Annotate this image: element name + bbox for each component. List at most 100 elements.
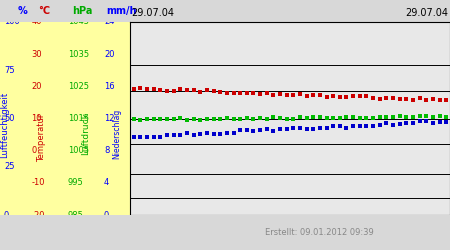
Point (243, 91, 250, 95)
Point (223, 116, 230, 120)
Point (163, 88, 171, 92)
Point (144, 136, 151, 140)
Point (170, 89, 177, 93)
Point (383, 121, 390, 125)
Point (303, 127, 310, 131)
Text: Niederschlag: Niederschlag (112, 109, 122, 159)
Text: 1035: 1035 (68, 50, 89, 59)
Point (376, 97, 383, 101)
Point (303, 116, 310, 119)
Point (203, 117, 211, 121)
Text: %: % (18, 6, 28, 16)
Point (190, 88, 197, 92)
Text: 30: 30 (31, 50, 42, 59)
Point (356, 94, 363, 98)
Point (190, 118, 197, 122)
Point (197, 90, 204, 94)
Point (410, 122, 417, 126)
Point (276, 116, 284, 120)
Point (383, 96, 390, 100)
Text: 0: 0 (4, 210, 9, 220)
Text: 40: 40 (31, 18, 42, 26)
Text: 0: 0 (31, 146, 36, 155)
Text: 50: 50 (4, 114, 14, 123)
Point (429, 97, 436, 101)
Text: 0: 0 (104, 210, 109, 220)
Point (163, 133, 171, 137)
Point (442, 120, 450, 124)
Point (356, 124, 363, 128)
Point (150, 87, 158, 91)
Point (130, 118, 137, 122)
Point (237, 128, 244, 132)
Point (323, 116, 330, 120)
Point (310, 93, 317, 97)
Point (369, 96, 377, 100)
Point (429, 121, 436, 125)
Point (270, 129, 277, 133)
Point (329, 124, 337, 128)
Point (410, 116, 417, 119)
Point (263, 128, 270, 132)
Text: 20: 20 (31, 82, 42, 91)
Text: 25: 25 (4, 162, 14, 171)
Point (350, 94, 357, 98)
Text: 24: 24 (104, 18, 114, 26)
Point (256, 116, 264, 120)
Text: 995: 995 (68, 178, 83, 187)
Point (423, 98, 430, 102)
Point (297, 92, 304, 96)
Point (137, 86, 144, 90)
Point (436, 98, 443, 102)
Point (237, 117, 244, 121)
Point (436, 114, 443, 118)
Point (197, 118, 204, 122)
Point (256, 128, 264, 132)
Point (263, 91, 270, 95)
Point (177, 116, 184, 120)
Text: Temperatur: Temperatur (37, 114, 46, 162)
Point (343, 115, 350, 119)
Point (283, 92, 290, 96)
Point (283, 127, 290, 131)
Point (157, 116, 164, 120)
Point (216, 90, 224, 94)
Point (250, 91, 257, 95)
Point (310, 127, 317, 131)
Point (177, 88, 184, 92)
Point (389, 115, 396, 119)
Point (223, 91, 230, 95)
Point (157, 135, 164, 139)
Point (163, 116, 171, 120)
Point (423, 119, 430, 123)
Text: Erstellt: 09.01.2012 09:39: Erstellt: 09.01.2012 09:39 (265, 228, 374, 237)
Text: °C: °C (38, 6, 50, 16)
Point (343, 126, 350, 130)
Point (130, 87, 137, 91)
Point (270, 92, 277, 96)
Point (336, 95, 343, 99)
Point (210, 89, 217, 93)
Point (210, 117, 217, 121)
Point (297, 126, 304, 130)
Point (436, 120, 443, 124)
Point (356, 116, 363, 120)
Point (150, 117, 158, 121)
Point (303, 94, 310, 98)
Point (442, 114, 450, 118)
Text: 4: 4 (104, 178, 109, 187)
Point (376, 116, 383, 119)
Point (363, 124, 370, 128)
Point (184, 131, 191, 135)
Point (130, 135, 137, 139)
Point (230, 131, 237, 135)
Point (369, 124, 377, 128)
Point (170, 133, 177, 137)
Point (177, 132, 184, 136)
Text: 75: 75 (4, 66, 14, 75)
Text: 12: 12 (104, 114, 114, 123)
Text: -20: -20 (31, 210, 45, 220)
Point (396, 97, 403, 101)
Point (396, 114, 403, 118)
Point (250, 117, 257, 121)
